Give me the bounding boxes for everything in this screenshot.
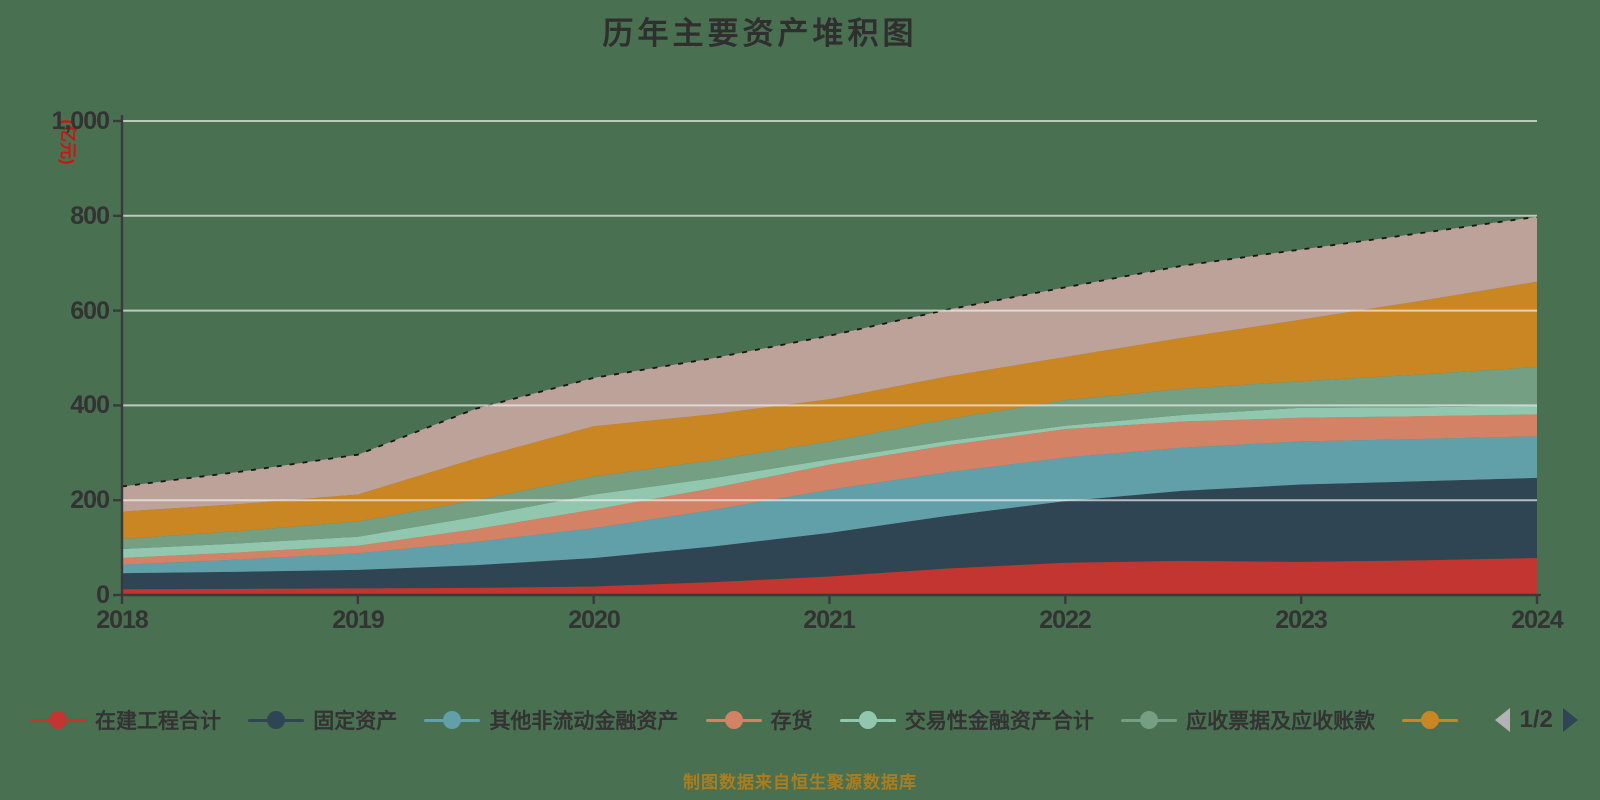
legend-page-indicator: 1/2	[1519, 706, 1553, 733]
legend-item-label: 固定资产	[313, 710, 398, 733]
legend-marker-icon	[30, 711, 86, 729]
legend-item-label: 存货	[770, 710, 813, 733]
y-tick-1000: 1,000	[51, 107, 110, 135]
legend-marker-icon	[248, 711, 305, 729]
legend-item-label: 其他非流动金融资产	[489, 710, 679, 733]
y-tick-200: 200	[70, 486, 110, 514]
chart-title: 历年主要资产堆积图	[602, 16, 918, 51]
legend-item-trading-financial-assets[interactable]: 交易性金融资产合计	[839, 705, 1094, 735]
y-tick-800: 800	[70, 202, 110, 230]
x-tick-2021: 2021	[803, 606, 856, 634]
legend-prev-page-icon[interactable]	[1494, 708, 1510, 732]
legend-marker-icon	[839, 711, 896, 729]
legend-item-unlabeled-orange[interactable]	[1402, 711, 1467, 729]
legend-next-page-icon[interactable]	[1562, 708, 1578, 732]
x-tick-2019: 2019	[332, 606, 385, 634]
legend-marker-icon	[424, 711, 481, 729]
x-tick-2020: 2020	[568, 606, 621, 634]
legend-item-inventory[interactable]: 存货	[705, 705, 813, 735]
legend-marker-icon	[1121, 711, 1178, 729]
data-source-note: 制图数据来自恒生聚源数据库	[683, 773, 917, 792]
legend-item-notes-and-accounts-receivable[interactable]: 应收票据及应收账款	[1121, 705, 1375, 735]
y-tick-0: 0	[96, 581, 110, 609]
legend-item-construction-in-progress[interactable]: 在建工程合计	[30, 705, 221, 735]
legend-item-label: 在建工程合计	[95, 710, 221, 733]
legend-item-label: 应收票据及应收账款	[1186, 710, 1376, 733]
y-tick-400: 400	[70, 391, 110, 419]
legend: 在建工程合计 固定资产 其他非流动金融资产 存货 交易性金融资产合计 应收票据及…	[30, 700, 1578, 740]
legend-item-other-noncurrent-financial-assets[interactable]: 其他非流动金融资产	[424, 705, 678, 735]
x-tick-2024: 2024	[1511, 606, 1564, 634]
legend-item-label: 交易性金融资产合计	[904, 710, 1094, 733]
x-tick-2018: 2018	[96, 606, 149, 634]
legend-marker-icon	[1402, 711, 1459, 729]
y-tick-600: 600	[70, 297, 110, 325]
legend-marker-icon	[705, 711, 762, 729]
x-tick-2023: 2023	[1275, 606, 1328, 634]
legend-item-fixed-assets[interactable]: 固定资产	[248, 705, 397, 735]
x-tick-2022: 2022	[1039, 606, 1092, 634]
legend-pager: 1/2	[1494, 706, 1578, 734]
